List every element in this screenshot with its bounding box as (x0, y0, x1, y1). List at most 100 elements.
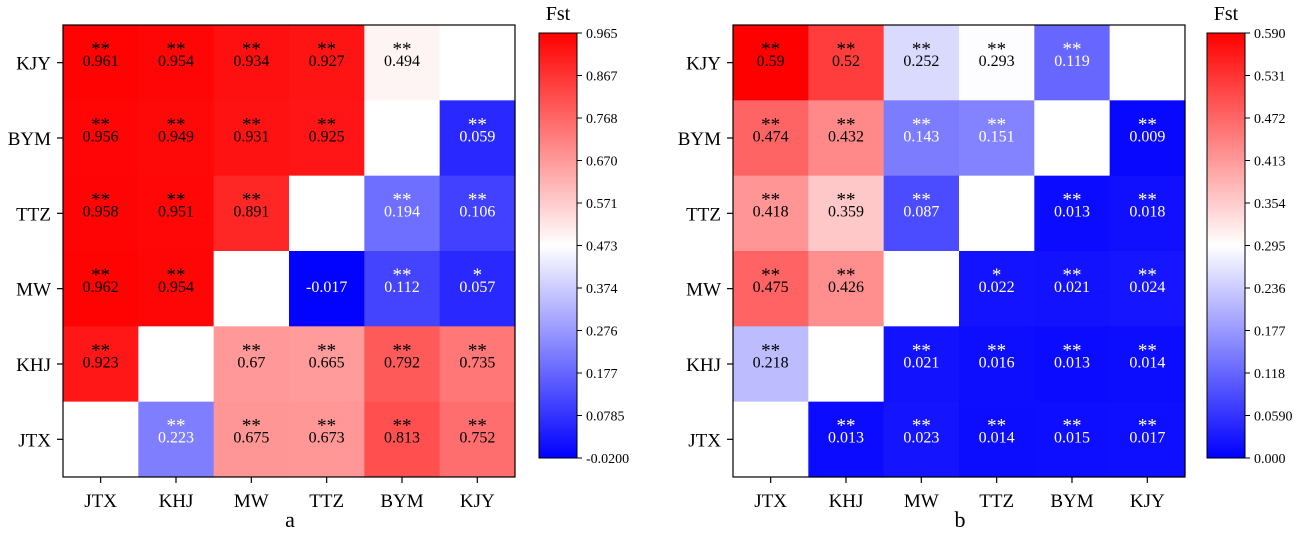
significance-marker: ** (242, 114, 261, 135)
heatmap-cell (1109, 100, 1186, 177)
colorbar-tick-label: 0.374 (586, 282, 618, 297)
significance-marker: ** (836, 114, 855, 135)
colorbar-tick-label: 0.000 (1254, 452, 1286, 467)
heatmap-cell (364, 326, 441, 403)
cell-value-label: 0.958 (83, 204, 119, 221)
significance-marker: ** (166, 190, 185, 211)
cell-value-label: 0.752 (459, 430, 495, 447)
y-tick-label: BYM (8, 129, 51, 150)
y-tick-label: KJY (16, 54, 51, 75)
significance-marker: ** (392, 340, 411, 361)
colorbar-tick-label: 0.768 (586, 112, 618, 127)
heatmap-cell (883, 100, 960, 177)
colorbar-tick-label: 0.472 (1254, 112, 1286, 127)
heatmap-cell (213, 326, 290, 403)
empty-cell (63, 401, 139, 478)
significance-marker: ** (912, 114, 931, 135)
heatmap-cell (958, 250, 1035, 327)
heatmap-cell (364, 250, 441, 327)
cell-value-label: 0.359 (828, 204, 864, 221)
colorbar-tick-label: 0.276 (586, 325, 618, 340)
x-tick-label: JTX (84, 491, 117, 512)
colorbar-tick-label: 0.236 (1254, 282, 1286, 297)
significance-marker: ** (912, 39, 931, 60)
heatmap-cell (288, 25, 365, 101)
empty-cell (364, 100, 441, 177)
y-tick-label: TTZ (686, 204, 721, 225)
cell-value-label: 0.675 (233, 430, 269, 447)
cell-value-label: 0.67 (237, 354, 265, 371)
cell-value-label: 0.962 (83, 279, 119, 296)
significance-marker: ** (91, 265, 110, 286)
cell-value-label: 0.951 (158, 204, 194, 221)
significance-marker: ** (836, 39, 855, 60)
cell-value-label: 0.891 (233, 204, 269, 221)
significance-marker: ** (91, 114, 110, 135)
heatmap-cell (1109, 326, 1186, 403)
heatmap-cell (213, 401, 290, 478)
significance-marker: ** (91, 190, 110, 211)
heatmap-cell (958, 25, 1035, 101)
heatmap-cell (439, 326, 516, 403)
y-tick-label: KHJ (686, 355, 721, 376)
significance-marker: ** (317, 39, 336, 60)
cell-value-label: 0.057 (459, 279, 495, 296)
heatmap-cell (288, 100, 365, 177)
cell-value-label: 0.017 (1129, 430, 1165, 447)
significance-marker: ** (242, 416, 261, 437)
heatmap-cell (63, 326, 139, 403)
cell-value-label: 0.949 (158, 128, 194, 145)
colorbar-tick-label: 0.531 (1254, 70, 1286, 85)
significance-marker: ** (1138, 114, 1157, 135)
cell-value-label: 0.015 (1054, 430, 1090, 447)
significance-marker: * (992, 265, 1002, 286)
cell-value-label: 0.293 (979, 53, 1015, 70)
heatmap-cell (138, 175, 215, 252)
significance-marker: ** (987, 114, 1006, 135)
significance-marker: ** (987, 416, 1006, 437)
cell-value-label: 0.934 (233, 53, 269, 70)
heatmap-cell (1109, 250, 1186, 327)
significance-marker: ** (836, 416, 855, 437)
significance-marker: ** (242, 39, 261, 60)
significance-marker: ** (761, 340, 780, 361)
heatmap-cell (364, 175, 441, 252)
x-tick-label: TTZ (979, 491, 1014, 512)
y-tick-label: BYM (678, 129, 721, 150)
empty-cell (733, 401, 809, 478)
cell-value-label: 0.119 (1054, 53, 1089, 70)
heatmap-cell (364, 401, 441, 478)
plot-frame (62, 24, 516, 478)
x-tick-label: KHJ (829, 491, 864, 512)
significance-marker: ** (1138, 340, 1157, 361)
heatmap-cell (364, 25, 441, 101)
y-tick-label: JTX (18, 430, 51, 451)
heatmap-cell (288, 401, 365, 478)
cell-value-label: 0.494 (384, 53, 420, 70)
significance-marker: ** (987, 340, 1006, 361)
heatmap-cell (958, 100, 1035, 177)
cell-value-label: 0.954 (158, 53, 194, 70)
cell-value-label: 0.665 (309, 354, 345, 371)
x-tick-label: MW (904, 491, 939, 512)
significance-marker: ** (1062, 416, 1081, 437)
colorbar-tick-label: 0.118 (1254, 367, 1285, 382)
heatmap-cell (958, 326, 1035, 403)
significance-marker: ** (392, 39, 411, 60)
significance-marker: ** (166, 39, 185, 60)
heatmap-cell (883, 25, 960, 101)
colorbar-tick-label: 0.177 (586, 367, 618, 382)
y-tick-label: KJY (686, 54, 721, 75)
significance-marker: ** (761, 39, 780, 60)
significance-marker: ** (761, 190, 780, 211)
y-tick-label: JTX (688, 430, 721, 451)
significance-marker: ** (1062, 190, 1081, 211)
colorbar (538, 32, 578, 459)
colorbar-tick-label: 0.295 (1254, 240, 1286, 255)
significance-marker: ** (468, 190, 487, 211)
heatmap-panel-a: **0.961**0.954**0.934**0.927**0.494**0.9… (8, 3, 629, 532)
heatmap-cell (63, 250, 139, 327)
cell-value-label: 0.673 (309, 430, 345, 447)
heatmap-cell (733, 100, 809, 177)
heatmap-cell (733, 25, 809, 101)
